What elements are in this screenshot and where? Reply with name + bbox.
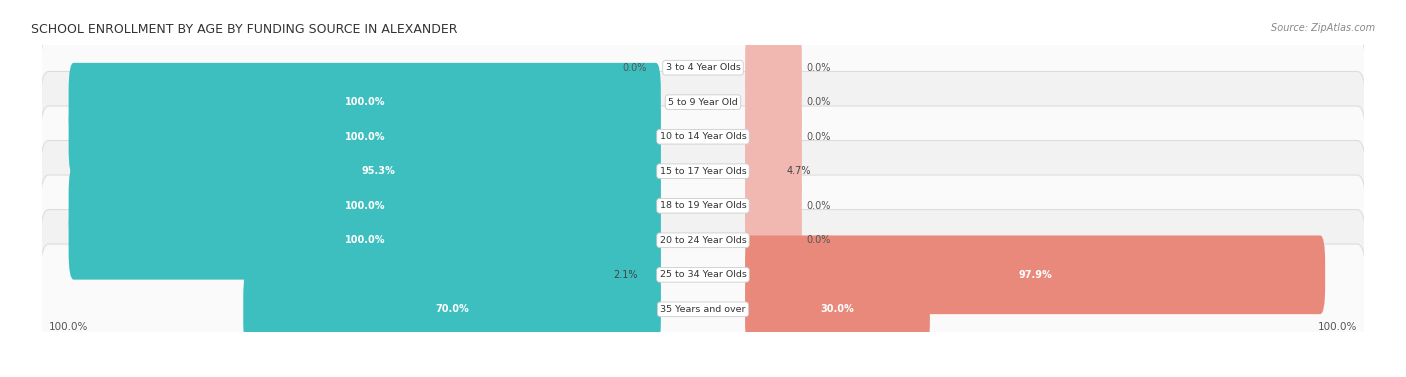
Text: 100.0%: 100.0% <box>1319 322 1358 332</box>
FancyBboxPatch shape <box>39 106 1367 236</box>
FancyBboxPatch shape <box>39 244 1367 375</box>
FancyBboxPatch shape <box>39 210 1367 340</box>
Text: 30.0%: 30.0% <box>821 304 855 314</box>
Text: 3 to 4 Year Olds: 3 to 4 Year Olds <box>665 63 741 72</box>
FancyBboxPatch shape <box>69 97 661 176</box>
Text: 25 to 34 Year Olds: 25 to 34 Year Olds <box>659 270 747 279</box>
Text: 15 to 17 Year Olds: 15 to 17 Year Olds <box>659 167 747 176</box>
Text: 100.0%: 100.0% <box>344 235 385 245</box>
Text: 5 to 9 Year Old: 5 to 9 Year Old <box>668 98 738 107</box>
FancyBboxPatch shape <box>745 132 801 211</box>
FancyBboxPatch shape <box>745 236 801 314</box>
Text: 97.9%: 97.9% <box>1018 270 1052 280</box>
FancyBboxPatch shape <box>745 97 801 176</box>
Text: 0.0%: 0.0% <box>806 63 831 73</box>
FancyBboxPatch shape <box>39 72 1367 202</box>
FancyBboxPatch shape <box>96 132 661 211</box>
FancyBboxPatch shape <box>745 270 801 349</box>
FancyBboxPatch shape <box>745 270 929 349</box>
Text: 4.7%: 4.7% <box>787 166 811 176</box>
FancyBboxPatch shape <box>745 201 801 280</box>
Text: 100.0%: 100.0% <box>344 132 385 142</box>
Text: 95.3%: 95.3% <box>361 166 395 176</box>
Text: SCHOOL ENROLLMENT BY AGE BY FUNDING SOURCE IN ALEXANDER: SCHOOL ENROLLMENT BY AGE BY FUNDING SOUR… <box>31 23 457 35</box>
FancyBboxPatch shape <box>69 166 661 245</box>
Text: Source: ZipAtlas.com: Source: ZipAtlas.com <box>1271 23 1375 33</box>
FancyBboxPatch shape <box>745 63 801 141</box>
FancyBboxPatch shape <box>39 2 1367 133</box>
Text: 100.0%: 100.0% <box>48 322 87 332</box>
FancyBboxPatch shape <box>69 201 661 280</box>
Text: 2.1%: 2.1% <box>613 270 637 280</box>
Text: 35 Years and over: 35 Years and over <box>661 305 745 314</box>
FancyBboxPatch shape <box>243 270 661 349</box>
FancyBboxPatch shape <box>745 166 801 245</box>
Text: 100.0%: 100.0% <box>344 97 385 107</box>
Text: 0.0%: 0.0% <box>806 132 831 142</box>
FancyBboxPatch shape <box>69 63 661 141</box>
FancyBboxPatch shape <box>745 236 1326 314</box>
Text: 18 to 19 Year Olds: 18 to 19 Year Olds <box>659 201 747 210</box>
FancyBboxPatch shape <box>39 37 1367 167</box>
FancyBboxPatch shape <box>745 28 801 107</box>
Text: 70.0%: 70.0% <box>436 304 470 314</box>
Text: 0.0%: 0.0% <box>806 97 831 107</box>
Text: 0.0%: 0.0% <box>621 63 647 73</box>
FancyBboxPatch shape <box>39 141 1367 271</box>
Text: 20 to 24 Year Olds: 20 to 24 Year Olds <box>659 236 747 245</box>
Text: 0.0%: 0.0% <box>806 201 831 211</box>
FancyBboxPatch shape <box>39 175 1367 305</box>
Text: 0.0%: 0.0% <box>806 235 831 245</box>
Text: 10 to 14 Year Olds: 10 to 14 Year Olds <box>659 132 747 141</box>
Text: 100.0%: 100.0% <box>344 201 385 211</box>
FancyBboxPatch shape <box>638 236 661 314</box>
